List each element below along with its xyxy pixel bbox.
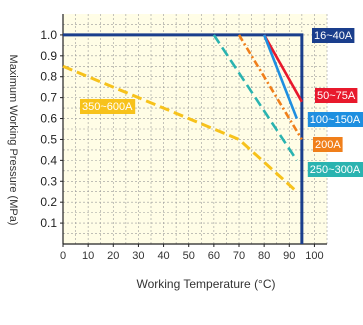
series-line-350-600A xyxy=(62,64,298,193)
series-label: 100~150A xyxy=(310,114,361,126)
series-label-box xyxy=(80,99,136,114)
series-label-box xyxy=(307,112,363,127)
series-label-box xyxy=(313,137,343,152)
x-tick-label: 40 xyxy=(157,250,169,262)
series-line-200A xyxy=(237,34,303,141)
x-tick-label: 80 xyxy=(258,250,270,262)
x-tick-label: 100 xyxy=(305,250,323,262)
series-label: 350~600A xyxy=(82,101,133,113)
x-tick-label: 90 xyxy=(283,250,295,262)
x-tick-label: 60 xyxy=(208,250,220,262)
series-label-box xyxy=(312,28,355,43)
y-tick-label: 0.7 xyxy=(40,91,57,105)
x-tick-label: 0 xyxy=(60,250,66,262)
series-label: 16~40A xyxy=(314,30,353,42)
y-tick-label: 0.6 xyxy=(40,112,57,126)
y-tick-label: 0.3 xyxy=(40,174,57,188)
series-line-50-75A xyxy=(263,34,303,103)
series-line-16-40A xyxy=(63,33,304,244)
series-line-100-150A xyxy=(262,34,299,120)
x-tick-label: 20 xyxy=(107,250,119,262)
x-tick-label: 10 xyxy=(82,250,94,262)
x-axis-title: Working Temperature (°C) xyxy=(136,277,275,291)
x-tick-label: 70 xyxy=(233,250,245,262)
axis-layer: 0 10 20 30 40 50 60 70 80 90 100 0.1 0.2 0.3 0.4 0.5 0.6… xyxy=(40,14,327,262)
y-tick-label: 0.4 xyxy=(40,153,57,167)
series-layer xyxy=(62,33,304,244)
series-label: 250~300A xyxy=(310,164,361,176)
x-tick-label: 30 xyxy=(132,250,144,262)
series-line-250-300A xyxy=(212,34,298,162)
y-tick-label: 0.5 xyxy=(40,132,57,146)
x-tick-label: 50 xyxy=(183,250,195,262)
y-tick-label: 0.2 xyxy=(40,195,57,209)
series-label: 200A xyxy=(315,139,341,151)
y-tick-label: 0.8 xyxy=(40,70,57,84)
y-axis-title: Maximum Working Pressure (MPa) xyxy=(7,55,19,226)
series-label-box xyxy=(315,88,358,103)
y-tick-label: 0.1 xyxy=(40,216,57,230)
y-tick-label: 1.0 xyxy=(40,28,57,42)
label-layer: 16~40A 50~75A 100~150A 200A 250~300A 350~600A xyxy=(80,28,363,177)
series-label-box xyxy=(307,162,363,177)
series-label: 50~75A xyxy=(317,90,356,102)
y-tick-label: 0.9 xyxy=(40,49,57,63)
